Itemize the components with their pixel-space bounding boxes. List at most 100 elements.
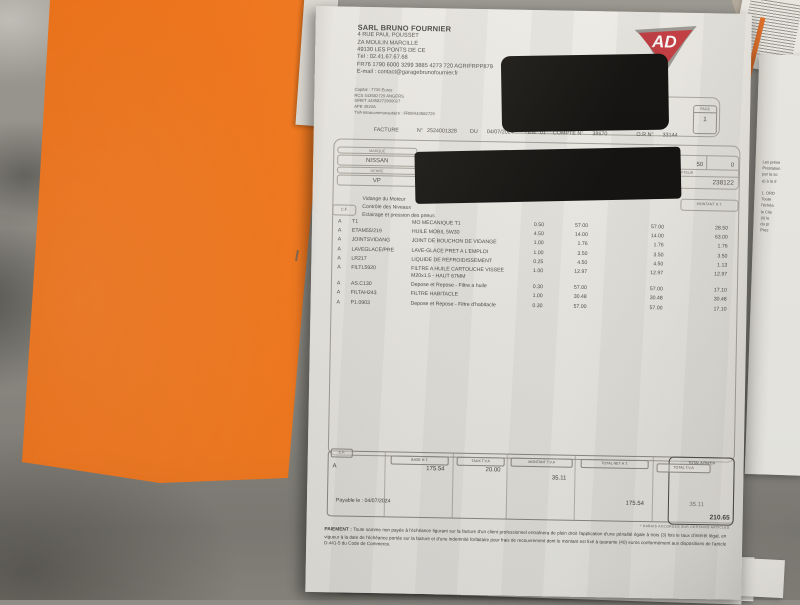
item-code: ETAM55/219 — [351, 227, 382, 235]
company-block: SARL BRUNO FOURNIER 4 RUE PAUL POUSSET Z… — [357, 23, 494, 79]
du-label: DU — [469, 128, 478, 135]
item-cf: A — [337, 236, 342, 243]
base-ht-value: 175.54 — [426, 466, 445, 473]
base-ht-label: BASE H.T. — [390, 455, 449, 466]
item-designation: LIQUIDE DE REFROIDISSEMENT — [411, 256, 493, 264]
item-unit-price: 57.00 — [574, 222, 589, 230]
total-tva-label: TOTAL T.V.A — [656, 463, 711, 474]
item-code: JOINTSVIDANG — [351, 237, 391, 244]
invoice-number: 2524001328 — [426, 128, 457, 135]
item-code: AS.C130 — [350, 280, 372, 288]
item-cf: A — [337, 227, 342, 234]
item-cf: A — [337, 255, 341, 262]
number-label: N° — [416, 127, 424, 134]
item-designation: LAVE-GLACE PRET A L'EMPLOI — [411, 247, 489, 255]
item-net-price: 30.48 — [649, 295, 663, 302]
or-label: O.R N° — [636, 131, 654, 139]
item-net-price: 1.76 — [653, 242, 664, 249]
item-cf: A — [338, 218, 342, 225]
item-unit-price: 3.50 — [577, 250, 588, 257]
item-designation: FILTRE HABITACLE — [410, 291, 459, 299]
paiement-text: Toute somme non payée à l'échéance figur… — [324, 526, 727, 547]
item-net-price: 57.00 — [649, 304, 663, 311]
item-qty: 0.50 — [533, 222, 545, 229]
compte-number: 38670 — [592, 131, 608, 138]
company-legal-block: Capital : 7700 Euros RCS 443582729 ANGER… — [354, 87, 435, 117]
item-amount: 17.10 — [713, 305, 727, 313]
item-qty: 0.30 — [532, 284, 543, 291]
item-net-price: 3.50 — [653, 251, 664, 258]
item-cf: A — [337, 264, 341, 271]
page-box: PAGE 1 — [692, 104, 718, 135]
item-qty: 1.00 — [533, 249, 544, 256]
totals-cf-value: A — [332, 463, 337, 470]
item-designation: JOINT DE BOUCHON DE VIDANGE — [411, 238, 497, 246]
montant-tva-value: 35.11 — [551, 475, 567, 482]
item-net-price: 12.97 — [650, 270, 664, 277]
item-qty: 1.00 — [533, 267, 544, 275]
totals-separator — [651, 457, 654, 522]
cf-header: C.F. — [332, 204, 357, 216]
item-amount: 63.00 — [714, 234, 728, 241]
redaction-customer-details — [500, 53, 670, 133]
item-code: FILTAH243 — [350, 290, 377, 297]
counter-value-2: 0 — [730, 162, 735, 169]
totals-separator — [451, 453, 454, 518]
ad-logo-icon: AD — [633, 24, 698, 77]
item-cf: A — [337, 245, 342, 253]
item-amount: 28.50 — [714, 225, 729, 232]
page-number: 1 — [703, 116, 707, 124]
item-qty: 0.25 — [533, 258, 544, 265]
redaction-table-header — [414, 146, 682, 204]
item-unit-price: 4.50 — [577, 259, 588, 266]
vehicle-make: NISSAN — [337, 154, 418, 167]
item-net-price: 57.00 — [650, 224, 665, 231]
invoice-sheet: SARL BRUNO FOURNIER 4 RUE PAUL POUSSET Z… — [305, 6, 752, 600]
taux-tva-label: TAUX T.V.A — [456, 456, 505, 467]
item-amount: 17.10 — [713, 287, 727, 294]
ad-logo-text: AD — [651, 32, 677, 51]
montant-ht-header: MONTANT H.T. — [680, 198, 739, 212]
total-net-ht-label: TOTAL NET H.T. — [580, 458, 649, 470]
item-qty: 4.50 — [533, 231, 544, 238]
totals-separator — [505, 454, 508, 519]
item-unit-price: 57.00 — [573, 284, 587, 292]
facture-label: FACTURE — [373, 127, 399, 134]
item-code: FILTL5920 — [351, 264, 376, 272]
item-net-price: 4.50 — [653, 260, 664, 268]
total-a-payer-value: 210.65 — [709, 514, 730, 522]
item-qty: 1.00 — [533, 240, 544, 247]
marque-label: MARQUE — [337, 146, 418, 155]
company-tva: TVA Intracommunautaire : FR89443582729 — [354, 109, 435, 116]
item-code: T1 — [351, 218, 359, 225]
paiement-label: PAIEMENT : — [324, 527, 352, 533]
montant-tva-label: MONTANT T.V.A — [510, 457, 573, 468]
item-unit-price: 1.76 — [577, 241, 588, 248]
item-qty: 1.00 — [532, 293, 543, 300]
item-amount: 30.48 — [713, 296, 727, 303]
vehicle-genre: VP — [336, 174, 417, 187]
item-amount: 1.13 — [717, 262, 728, 269]
totals-cf-label: C.F. — [330, 448, 353, 458]
item-designation: HUILE MOBIL 5W30 — [411, 228, 460, 236]
item-designation: MO MECANIQUE T1 — [411, 219, 461, 227]
conditions-text-fragment: Les prése Prestation par la so e) à la d… — [760, 159, 781, 233]
item-designation: Depose et Repose - Filtre a huile — [410, 281, 487, 290]
item-cf: A — [336, 289, 341, 296]
item-cf: A — [336, 280, 341, 287]
payable-date: Payable le : 04/07/2024 — [335, 497, 391, 505]
totals-separator — [383, 452, 386, 517]
item-code: P1.0903 — [350, 299, 370, 306]
item-designation: FILTRE A HUILE CARTOUCHE VISSEE M20x1.5 … — [411, 265, 505, 280]
item-amount: 3.50 — [717, 252, 728, 260]
item-unit-price: 14.00 — [574, 231, 588, 239]
item-unit-price: 12.97 — [574, 268, 588, 275]
totals-strip: C.F. BASE H.T. TAUX T.V.A MONTANT T.V.A … — [326, 448, 735, 530]
genre-label: GENRE — [336, 166, 418, 175]
line-items-table: A T1 MO MECANIQUE T1 0.50 57.00 57.00 28.50 A E… — [337, 218, 731, 313]
item-net-price: 57.00 — [649, 286, 663, 293]
item-unit-price: 30.48 — [573, 294, 587, 301]
paiement-paragraph: PAIEMENT : Toute somme non payée à l'éch… — [324, 526, 726, 554]
item-unit-price: 57.00 — [573, 303, 587, 310]
item-amount: 12.97 — [714, 271, 728, 278]
